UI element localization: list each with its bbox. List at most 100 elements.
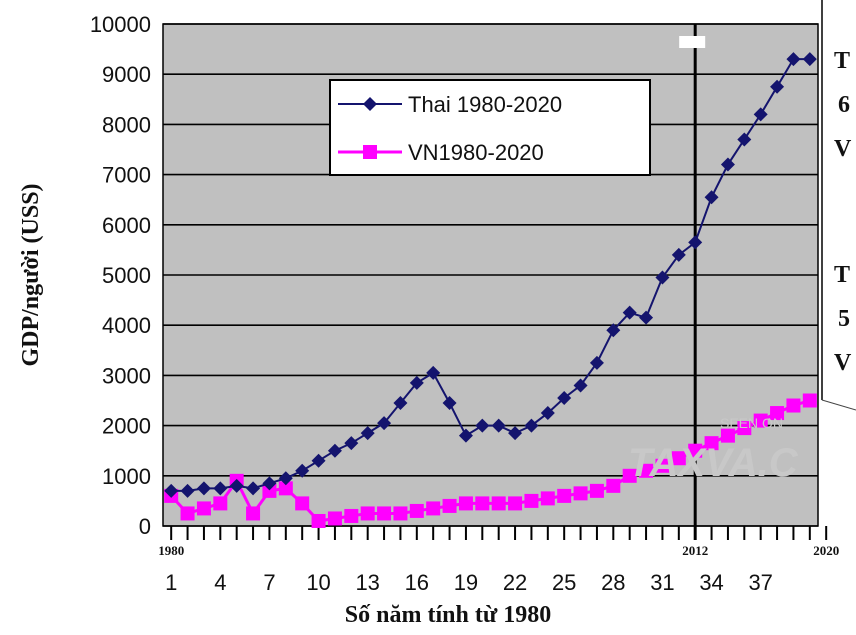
series-vn-point-29 (622, 468, 637, 483)
series-vn-point-31 (655, 458, 670, 473)
side-text-4: T (834, 262, 850, 288)
series-vn-point-19 (458, 496, 473, 511)
series-thai-point-8 (278, 471, 293, 486)
series-vn-point-8 (278, 481, 293, 496)
series-vn-point-6 (246, 506, 261, 521)
x-tick-10: 10 (306, 570, 330, 595)
series-thai-point-23 (524, 418, 539, 433)
watermark-line2: TAXVA.C (628, 441, 799, 485)
series-thai-point-37 (753, 107, 768, 122)
series-vn-point-27 (589, 483, 604, 498)
y-tick-2000: 2000 (102, 414, 151, 439)
series-thai-point-27 (589, 355, 604, 370)
marker-flag (679, 36, 706, 48)
series-vn-point-2 (180, 506, 195, 521)
series-vn (164, 393, 817, 528)
series-thai-point-3 (196, 481, 211, 496)
series-vn-point-40 (802, 393, 817, 408)
series-thai-point-17 (426, 365, 441, 380)
series-thai-point-39 (786, 52, 801, 67)
year-labels: 1980 2012 2020 (158, 543, 839, 558)
x-tick-37: 37 (748, 570, 772, 595)
series-thai-point-34 (704, 190, 719, 205)
side-text-3: V (834, 136, 852, 162)
series-thai-point-4 (213, 481, 228, 496)
series-thai-point-40 (802, 52, 817, 67)
series-thai-point-24 (540, 406, 555, 421)
series-vn-point-18 (442, 498, 457, 513)
series-thai-point-6 (246, 481, 261, 496)
series-thai-point-33 (688, 235, 703, 250)
side-panel-bottom-border (821, 399, 856, 411)
series-vn-point-16 (409, 503, 424, 518)
series-thai-point-22 (508, 426, 523, 441)
series-vn-point-39 (786, 398, 801, 413)
series-thai-point-29 (622, 305, 637, 320)
series-vn-point-23 (524, 493, 539, 508)
y-tick-1000: 1000 (102, 464, 151, 489)
series-vn-point-28 (606, 478, 621, 493)
series-thai-point-16 (409, 375, 424, 390)
series-vn-point-38 (770, 406, 785, 421)
side-text-6: V (834, 350, 852, 376)
y-tick-6000: 6000 (102, 213, 151, 238)
series-thai-point-19 (458, 428, 473, 443)
series-vn-point-12 (344, 508, 359, 523)
legend-thai-marker (363, 97, 377, 111)
series-vn-point-21 (491, 496, 506, 511)
legend-box (329, 79, 651, 176)
series-thai (164, 52, 817, 498)
series-thai-point-5 (229, 478, 244, 493)
y-tick-9000: 9000 (102, 62, 151, 87)
y-tick-8000: 8000 (102, 112, 151, 137)
legend-vn-marker (363, 145, 377, 159)
series-thai-point-26 (573, 378, 588, 393)
series-vn-point-10 (311, 513, 326, 528)
series-vn-point-22 (508, 496, 523, 511)
series-thai-point-15 (393, 396, 408, 411)
series-thai-point-7 (262, 476, 277, 491)
series-thai-point-25 (557, 390, 572, 405)
series-thai-point-2 (180, 483, 195, 498)
x-tick-7: 7 (263, 570, 275, 595)
series-thai-point-11 (327, 443, 342, 458)
x-tick-13: 13 (355, 570, 379, 595)
series-vn-point-20 (475, 496, 490, 511)
series-thai-point-18 (442, 396, 457, 411)
side-text-1: T (834, 48, 850, 74)
series-vn-point-15 (393, 506, 408, 521)
series-thai-point-28 (606, 323, 621, 338)
x-tick-16: 16 (405, 570, 429, 595)
y-tick-4000: 4000 (102, 313, 151, 338)
x-tick-34: 34 (699, 570, 723, 595)
y-tick-7000: 7000 (102, 163, 151, 188)
series-thai-point-30 (639, 310, 654, 325)
series-thai-point-35 (720, 157, 735, 172)
watermark-line1: SEEN ON (720, 415, 783, 431)
series-vn-point-24 (540, 491, 555, 506)
series-thai-point-1 (164, 483, 179, 498)
series-vn-point-35 (720, 428, 735, 443)
side-text-2: 6 (838, 92, 850, 118)
series-vn-point-14 (377, 506, 392, 521)
year-label-2012: 2012 (682, 543, 708, 558)
series-vn-point-17 (426, 501, 441, 516)
y-tick-10000: 10000 (90, 12, 151, 37)
series-vn-point-34 (704, 436, 719, 451)
x-tick-22: 22 (503, 570, 527, 595)
series-thai-point-21 (491, 418, 506, 433)
series-vn-point-36 (737, 421, 752, 436)
x-tick-marks (170, 526, 828, 540)
x-tick-labels: 1 4 7 10 13 16 19 22 25 28 31 34 37 (165, 570, 773, 595)
x-tick-19: 19 (454, 570, 478, 595)
y-tick-3000: 3000 (102, 363, 151, 388)
series-vn-point-13 (360, 506, 375, 521)
legend-vn-label: VN1980-2020 (408, 140, 544, 165)
year-label-1980: 1980 (158, 543, 184, 558)
series-vn-point-4 (213, 496, 228, 511)
y-axis-title: GDP/người (USS) (18, 183, 44, 366)
series-vn-point-33 (688, 443, 703, 458)
legend-thai-label: Thai 1980-2020 (408, 92, 562, 117)
series-thai-point-31 (655, 270, 670, 285)
